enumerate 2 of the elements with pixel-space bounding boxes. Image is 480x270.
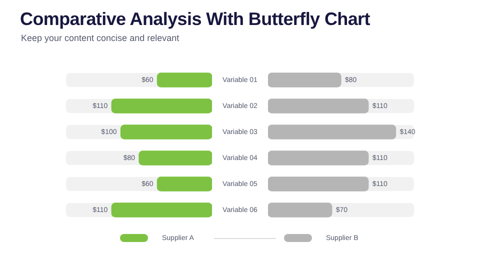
chart-subtitle: Keep your content concise and relevant (21, 33, 180, 43)
chart-title: Comparative Analysis With Butterfly Chart (20, 9, 370, 30)
